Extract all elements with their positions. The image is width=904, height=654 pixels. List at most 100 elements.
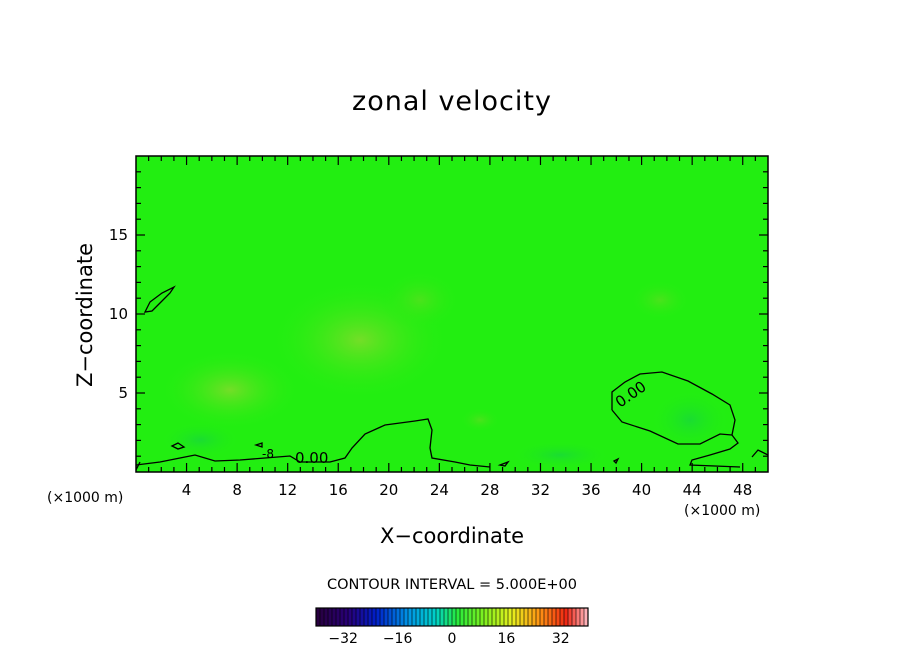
contour-line xyxy=(143,285,176,313)
colorbar-swatch xyxy=(440,608,445,626)
y-tick-label: 15 xyxy=(108,226,128,244)
colorbar-swatch xyxy=(344,608,349,626)
colorbar-swatch xyxy=(460,608,465,626)
colorbar-swatch xyxy=(500,608,505,626)
colorbar-swatch xyxy=(448,608,453,626)
colorbar-swatch xyxy=(480,608,485,626)
colorbar-swatch xyxy=(368,608,373,626)
field-patch xyxy=(160,422,240,458)
colorbar-swatch xyxy=(580,608,585,626)
chart-title: zonal velocity xyxy=(352,86,552,117)
x-tick-label: 8 xyxy=(232,481,242,499)
x-tick-label: 44 xyxy=(682,481,702,499)
colorbar-swatch xyxy=(432,608,437,626)
colorbar-swatch xyxy=(544,608,549,626)
field-patch xyxy=(650,390,730,450)
colorbar-swatch xyxy=(568,608,573,626)
colorbar-swatch xyxy=(524,608,529,626)
colorbar-swatch xyxy=(324,608,329,626)
colorbar-swatch xyxy=(556,608,561,626)
colorbar-swatch xyxy=(508,608,513,626)
colorbar-swatch xyxy=(552,608,557,626)
contour-label: -8 xyxy=(262,447,274,461)
colorbar-tick-label: −32 xyxy=(328,631,358,647)
colorbar-swatch xyxy=(328,608,333,626)
colorbar-swatch xyxy=(396,608,401,626)
colorbar-frame xyxy=(315,607,589,627)
colorbar-swatch xyxy=(548,608,553,626)
colorbar-swatch xyxy=(316,608,321,626)
colorbar-tick-label: 16 xyxy=(497,631,516,647)
field-patch xyxy=(460,408,500,432)
colorbar-swatch xyxy=(528,608,533,626)
colorbar-swatch xyxy=(384,608,389,626)
colorbar-swatch xyxy=(408,608,413,626)
colorbar-swatch xyxy=(348,608,353,626)
colorbar-swatch xyxy=(584,608,589,626)
colorbar-swatch xyxy=(520,608,525,626)
colorbar-swatch xyxy=(576,608,581,626)
x-tick-label: 4 xyxy=(181,481,192,499)
x-tick-label: 40 xyxy=(632,481,652,499)
colorbar-swatch xyxy=(456,608,461,626)
x-unit-label-left: (×1000 m) xyxy=(47,490,124,506)
contour-line xyxy=(136,418,491,468)
colorbar-swatch xyxy=(476,608,481,626)
colorbar-swatch xyxy=(536,608,541,626)
colorbar-swatch xyxy=(320,608,325,626)
contour-line xyxy=(497,460,510,467)
colorbar-swatch xyxy=(516,608,521,626)
colorbar xyxy=(315,607,589,627)
contour-line xyxy=(136,461,141,471)
contour-line xyxy=(612,457,620,465)
colorbar-swatch xyxy=(504,608,509,626)
colorbar-swatch xyxy=(420,608,425,626)
colorbar-swatch xyxy=(392,608,397,626)
colorbar-swatch xyxy=(388,608,393,626)
y-tick-label: 5 xyxy=(118,384,128,402)
colorbar-swatch xyxy=(336,608,341,626)
x-tick-label: 32 xyxy=(530,481,551,499)
colorbar-swatch xyxy=(380,608,385,626)
colorbar-swatch xyxy=(492,608,497,626)
field-patch xyxy=(380,270,460,330)
colorbar-tick-label: 0 xyxy=(447,631,457,647)
contour-lines xyxy=(136,285,768,471)
colorbar-swatch xyxy=(564,608,569,626)
colorbar-swatch xyxy=(372,608,377,626)
contour-line xyxy=(751,449,768,458)
colorbar-swatch xyxy=(360,608,365,626)
field-layer xyxy=(136,156,768,472)
colorbar-swatch xyxy=(512,608,517,626)
contour-interval-label: CONTOUR INTERVAL = 5.000E+00 xyxy=(326,577,577,593)
x-tick-label: 20 xyxy=(379,481,399,499)
x-unit-label-right: (×1000 m) xyxy=(684,503,761,519)
colorbar-swatch xyxy=(428,608,433,626)
x-tick-label: 16 xyxy=(328,481,348,499)
colorbar-swatch xyxy=(444,608,449,626)
x-tick-label: 24 xyxy=(429,481,449,499)
x-tick-label: 12 xyxy=(278,481,298,499)
colorbar-swatch xyxy=(560,608,565,626)
colorbar-swatch xyxy=(484,608,489,626)
colorbar-swatch xyxy=(424,608,429,626)
colorbar-swatch xyxy=(572,608,577,626)
colorbar-swatch xyxy=(356,608,361,626)
contour-label: 0.00 xyxy=(295,449,328,467)
colorbar-swatch xyxy=(352,608,357,626)
colorbar-swatch xyxy=(464,608,469,626)
colorbar-tick-label: 32 xyxy=(551,631,570,647)
colorbar-swatch xyxy=(400,608,405,626)
x-tick-label: 36 xyxy=(581,481,601,499)
x-axis-label: X−coordinate xyxy=(380,524,524,548)
colorbar-swatch xyxy=(468,608,473,626)
colorbar-swatch xyxy=(332,608,337,626)
x-tick-label: 28 xyxy=(480,481,500,499)
contour-line xyxy=(253,442,263,448)
y-tick-label: 10 xyxy=(108,305,128,323)
colorbar-swatch xyxy=(496,608,501,626)
colorbar-swatch xyxy=(416,608,421,626)
colorbar-swatch xyxy=(404,608,409,626)
contour-line xyxy=(170,442,186,450)
